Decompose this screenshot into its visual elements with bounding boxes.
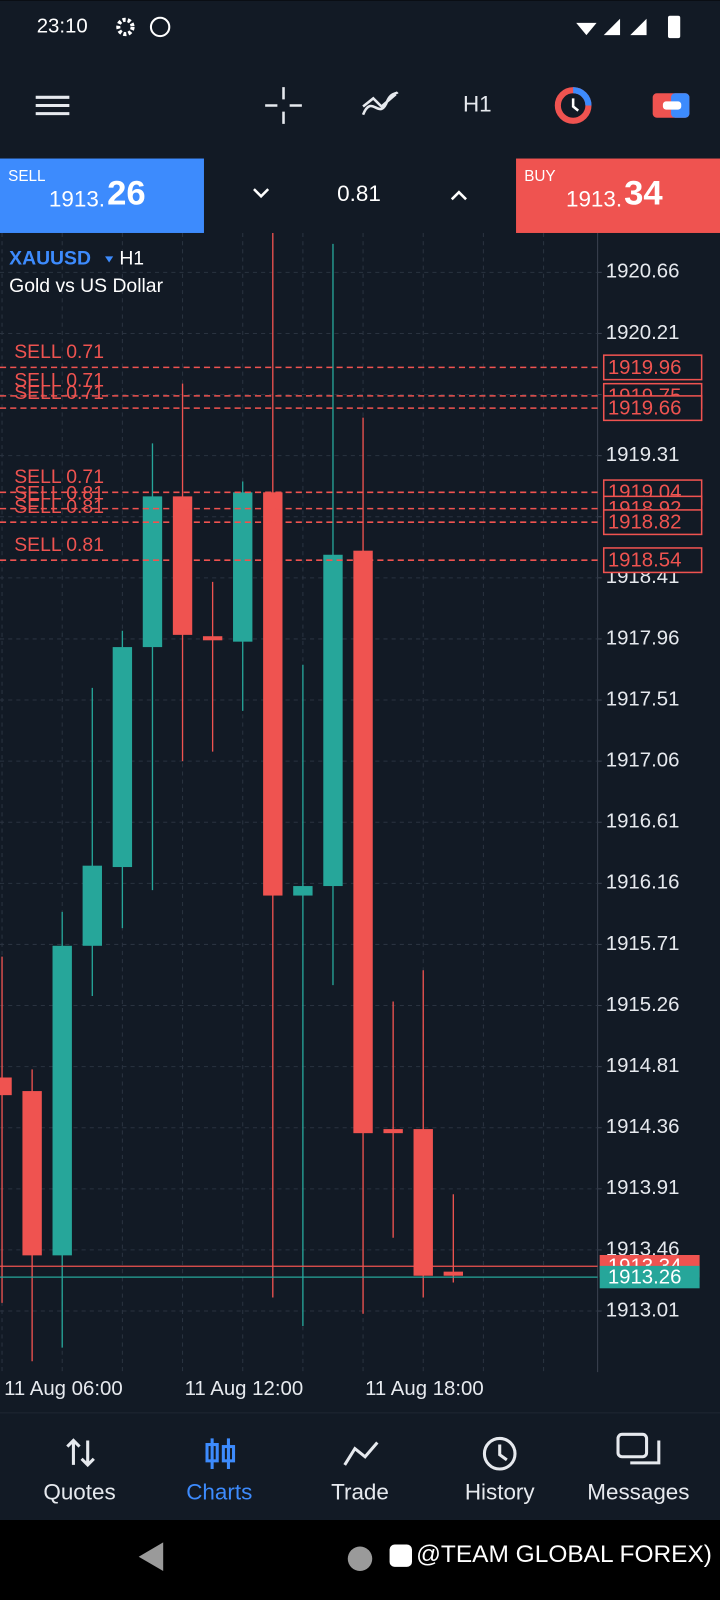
buy-label: BUY	[524, 168, 555, 185]
y-tick-label: 1920.21	[606, 322, 680, 344]
order-price: 1919.96	[608, 357, 682, 379]
y-tick-label: 1917.96	[606, 627, 680, 649]
candle-body	[443, 1271, 464, 1276]
candle-body	[263, 492, 283, 896]
candle-body	[0, 1077, 12, 1096]
menu-icon[interactable]	[35, 95, 70, 116]
sell-label: SELL	[8, 168, 45, 185]
y-tick-label: 1919.31	[606, 444, 680, 466]
candle-body	[172, 496, 193, 635]
bid-price: 1913.26	[608, 1266, 682, 1288]
candle-body	[293, 886, 313, 896]
order-label: SELL 0.81	[14, 482, 104, 504]
back-button[interactable]	[138, 1542, 164, 1571]
candle-body	[52, 945, 72, 1256]
symbol[interactable]: XAUUSD	[9, 248, 91, 270]
order-label: SELL 0.71	[14, 370, 104, 392]
order-label: SELL 0.71	[14, 466, 104, 488]
candle-body	[82, 865, 102, 946]
nav-item[interactable]: Trade	[331, 1479, 389, 1504]
chart-subtitle: Gold vs US Dollar	[9, 275, 163, 297]
nav-item[interactable]: Quotes	[43, 1479, 115, 1504]
objects-icon[interactable]	[554, 87, 592, 124]
order-label: SELL 0.71	[14, 341, 104, 363]
toolbar-icons[interactable]	[35, 87, 399, 124]
candle-body	[22, 1091, 42, 1256]
candle-body	[233, 492, 253, 642]
y-tick-label: 1913.91	[606, 1177, 680, 1199]
order-price-box	[602, 395, 703, 422]
watermark-logo	[389, 1544, 413, 1567]
volume-down[interactable]	[253, 188, 270, 199]
trade-icon[interactable]	[652, 93, 690, 118]
order-price: 1918.82	[608, 512, 682, 534]
order-price: 1919.66	[608, 398, 682, 420]
chart-timeframe: H1	[119, 248, 144, 270]
buy-button[interactable]	[516, 158, 720, 233]
bid-box	[599, 1265, 700, 1289]
sell-price-main: 1913.	[49, 186, 105, 211]
nav-icons	[66, 1432, 661, 1471]
candle-body	[142, 496, 163, 648]
bottom-nav: Quotes Charts Trade History Messages	[43, 1479, 689, 1504]
order-price: 1918.54	[608, 550, 682, 572]
y-tick-label: 1915.26	[606, 994, 680, 1016]
chart: 1920.661920.211919.761919.311918.861918.…	[0, 232, 703, 1400]
y-tick-label: 1913.46	[606, 1238, 680, 1260]
order-price-box	[602, 354, 703, 381]
candle-body	[112, 647, 133, 868]
buy-price-big: 34	[624, 174, 663, 212]
y-tick-label: 1920.66	[606, 261, 680, 283]
symbol-dropdown[interactable]	[105, 256, 114, 263]
status-icons	[116, 15, 681, 39]
nav-item[interactable]: Charts	[186, 1479, 252, 1504]
order-label: SELL 0.81	[14, 534, 104, 556]
y-tick-label: 1914.81	[606, 1055, 680, 1077]
buy-price-main: 1913.	[566, 186, 622, 211]
y-tick-label: 1917.06	[606, 750, 680, 772]
sell-button[interactable]	[0, 158, 204, 233]
sell-price-big: 26	[107, 174, 146, 212]
timeframe-button[interactable]: H1	[463, 91, 492, 116]
volume[interactable]: 0.81	[337, 181, 381, 206]
nav-item[interactable]: Messages	[587, 1479, 689, 1504]
watermark: @TEAM GLOBAL FOREX)	[416, 1541, 712, 1568]
order-price-box	[602, 547, 703, 574]
plot-area	[0, 232, 598, 1373]
x-tick-label: 11 Aug 12:00	[185, 1378, 304, 1400]
y-tick-label: 1915.71	[606, 933, 680, 955]
candle-body	[383, 1129, 403, 1134]
home-button[interactable]	[347, 1546, 373, 1571]
candle-body	[413, 1129, 433, 1276]
y-tick-label: 1916.61	[606, 811, 680, 833]
indicators-icon[interactable]	[361, 91, 399, 116]
y-tick-label: 1914.36	[606, 1116, 680, 1138]
nav-item[interactable]: History	[465, 1479, 536, 1504]
crosshair-icon[interactable]	[265, 87, 302, 124]
y-tick-label: 1917.51	[606, 688, 680, 710]
clock: 23:10	[37, 15, 88, 37]
candle-body	[323, 554, 343, 887]
candle-body	[353, 550, 373, 1134]
order-label: SELL 0.81	[14, 496, 104, 518]
x-tick-label: 11 Aug 06:00	[4, 1378, 123, 1400]
y-tick-label: 1913.01	[606, 1299, 680, 1321]
order-label: SELL 0.71	[14, 382, 104, 404]
x-tick-label: 11 Aug 18:00	[365, 1378, 484, 1400]
order-price-box	[602, 509, 703, 536]
candle-body	[202, 636, 223, 641]
y-tick-label: 1916.16	[606, 872, 680, 894]
volume-up[interactable]	[450, 190, 467, 201]
